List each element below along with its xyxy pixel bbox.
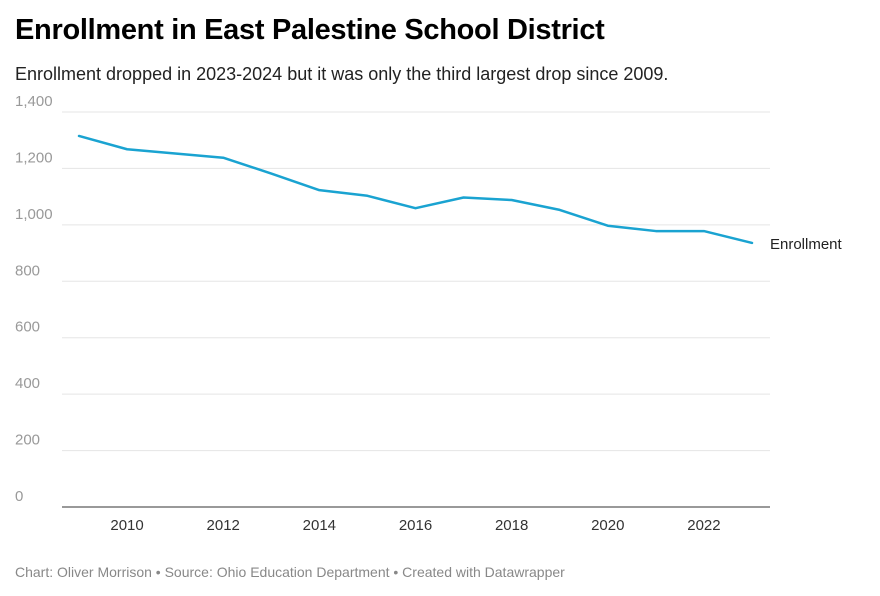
y-tick-label: 1,400 bbox=[15, 93, 53, 110]
chart-footer: Chart: Oliver Morrison • Source: Ohio Ed… bbox=[15, 564, 565, 580]
y-tick-label: 0 bbox=[15, 488, 23, 505]
x-tick-label: 2022 bbox=[687, 517, 720, 534]
y-tick-label: 200 bbox=[15, 432, 40, 449]
x-tick-label: 2018 bbox=[495, 517, 528, 534]
x-tick-label: 2012 bbox=[207, 517, 240, 534]
chart-title: Enrollment in East Palestine School Dist… bbox=[15, 14, 605, 46]
y-tick-label: 400 bbox=[15, 375, 40, 392]
x-tick-label: 2014 bbox=[303, 517, 336, 534]
x-tick-label: 2020 bbox=[591, 517, 624, 534]
series-label: Enrollment bbox=[770, 236, 843, 253]
x-tick-label: 2010 bbox=[110, 517, 143, 534]
y-tick-label: 1,200 bbox=[15, 149, 53, 166]
y-tick-label: 800 bbox=[15, 262, 40, 279]
y-tick-label: 600 bbox=[15, 319, 40, 336]
series-line bbox=[77, 134, 754, 245]
y-tick-label: 1,000 bbox=[15, 206, 53, 223]
x-tick-label: 2016 bbox=[399, 517, 432, 534]
chart-subtitle: Enrollment dropped in 2023-2024 but it w… bbox=[15, 64, 669, 84]
